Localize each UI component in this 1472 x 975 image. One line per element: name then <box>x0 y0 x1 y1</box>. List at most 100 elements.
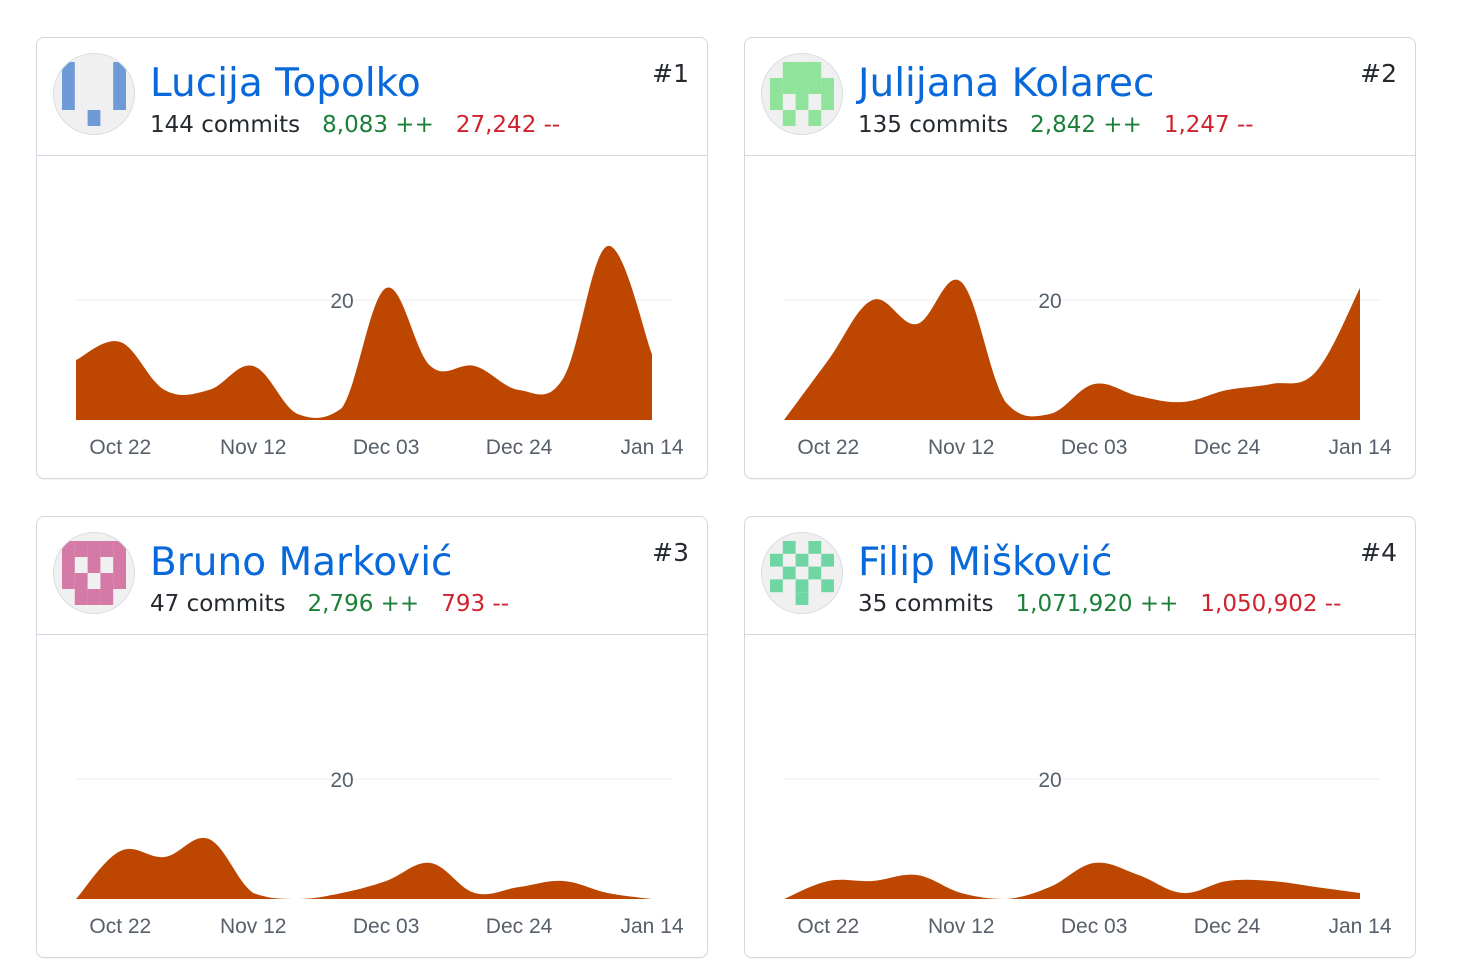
x-tick-label: Nov 12 <box>220 436 287 459</box>
identicon-cell <box>62 557 75 573</box>
x-tick-label: Oct 22 <box>89 436 151 459</box>
x-tick-label: Dec 24 <box>1194 436 1261 459</box>
rank-label: #2 <box>1360 59 1397 88</box>
identicon-cell <box>113 94 126 110</box>
identicon-cell <box>100 541 114 557</box>
identicon-cell <box>821 579 834 593</box>
x-tick-label: Jan 14 <box>1328 915 1391 938</box>
contributor-stats: 135 commits 2,842 ++ 1,247 -- <box>858 110 1276 140</box>
identicon-cell <box>821 94 834 110</box>
y-tick-label: 20 <box>1038 769 1061 792</box>
commits-area <box>784 279 1360 420</box>
identicon-cell <box>62 78 75 94</box>
commits-area <box>76 837 652 899</box>
commit-count[interactable]: 144 commits <box>150 112 301 138</box>
identicon-cell <box>62 573 75 589</box>
contributor-stats: 144 commits 8,083 ++ 27,242 -- <box>150 110 582 140</box>
y-tick-label: 20 <box>330 769 353 792</box>
identicon-cell <box>113 78 126 94</box>
commit-count[interactable]: 47 commits <box>150 591 286 617</box>
identicon-cell <box>782 541 796 554</box>
contributor-card: Filip Mišković 35 commits 1,071,920 ++ 1,0… <box>744 516 1416 958</box>
identicon-cell <box>113 557 126 573</box>
x-tick-label: Dec 03 <box>353 915 420 938</box>
identicon-avatar[interactable] <box>53 532 135 614</box>
x-tick-label: Jan 14 <box>1328 436 1391 459</box>
commit-activity-chart: 20 Oct 22 Nov 12 Dec 03 Dec 24 Jan 14 <box>76 245 684 459</box>
identicon-cell <box>87 541 101 557</box>
commits-area <box>784 862 1360 899</box>
identicon-cell <box>795 579 809 593</box>
x-tick-label: Dec 03 <box>1061 915 1128 938</box>
identicon-avatar[interactable] <box>53 53 135 135</box>
rank-label: #1 <box>652 59 689 88</box>
contributor-card: Julijana Kolarec 135 commits 2,842 ++ 1,24… <box>744 37 1416 479</box>
identicon-cell <box>782 78 796 94</box>
x-tick-label: Dec 24 <box>486 436 553 459</box>
commit-count[interactable]: 135 commits <box>858 112 1009 138</box>
x-tick-label: Oct 22 <box>797 915 859 938</box>
identicon-cell <box>770 94 783 110</box>
identicon-cell <box>795 592 809 605</box>
card-header: Bruno Marković 47 commits 2,796 ++ 793 -- … <box>37 517 707 635</box>
identicon-cell <box>795 553 809 567</box>
identicon-cell <box>74 589 88 605</box>
x-tick-label: Nov 12 <box>928 915 995 938</box>
rank-label: #3 <box>652 538 689 567</box>
card-header: Filip Mišković 35 commits 1,071,920 ++ 1,0… <box>745 517 1415 635</box>
commit-activity-chart: 20 Oct 22 Nov 12 Dec 03 Dec 24 Jan 14 <box>76 769 684 938</box>
identicon-cell <box>821 553 834 567</box>
contributor-stats: 47 commits 2,796 ++ 793 -- <box>150 589 531 619</box>
identicon-avatar[interactable] <box>761 53 843 135</box>
identicon-cell <box>808 78 822 94</box>
identicon-cell <box>113 541 126 557</box>
identicon-cell <box>821 78 834 94</box>
identicon-cell <box>795 94 809 110</box>
identicon-cell <box>795 78 809 94</box>
x-tick-label: Nov 12 <box>220 915 287 938</box>
deletions-count: 1,050,902 -- <box>1200 591 1342 617</box>
identicon-cell <box>113 573 126 589</box>
commit-activity-chart: 20 Oct 22 Nov 12 Dec 03 Dec 24 Jan 14 <box>784 279 1392 459</box>
identicon-cell <box>62 541 75 557</box>
identicon-avatar[interactable] <box>761 532 843 614</box>
identicon-cell <box>87 557 101 573</box>
deletions-count: 27,242 -- <box>455 112 561 138</box>
commits-area <box>76 245 652 420</box>
identicon-cell <box>808 566 822 580</box>
identicon-cell <box>87 110 101 126</box>
identicon-cell <box>74 573 88 589</box>
commit-count[interactable]: 35 commits <box>858 591 994 617</box>
y-tick-label: 20 <box>330 290 353 313</box>
identicon-cell <box>782 110 796 126</box>
additions-count: 1,071,920 ++ <box>1015 591 1179 617</box>
contributor-card: Bruno Marković 47 commits 2,796 ++ 793 -- … <box>36 516 708 958</box>
contributor-name-link[interactable]: Bruno Marković <box>150 540 453 585</box>
x-tick-label: Jan 14 <box>620 436 683 459</box>
identicon-cell <box>100 589 114 605</box>
commit-activity-chart: 20 Oct 22 Nov 12 Dec 03 Dec 24 Jan 14 <box>784 769 1392 938</box>
contributor-stats: 35 commits 1,071,920 ++ 1,050,902 -- <box>858 589 1363 619</box>
identicon-cell <box>87 589 101 605</box>
identicon-cell <box>113 62 126 78</box>
x-tick-label: Oct 22 <box>797 436 859 459</box>
identicon-cell <box>808 110 822 126</box>
identicon-cell <box>770 553 783 567</box>
card-header: Julijana Kolarec 135 commits 2,842 ++ 1,24… <box>745 38 1415 156</box>
identicon-cell <box>100 573 114 589</box>
identicon-cell <box>782 566 796 580</box>
contributor-card: Lucija Topolko 144 commits 8,083 ++ 27,242… <box>36 37 708 479</box>
identicon-cell <box>74 541 88 557</box>
rank-label: #4 <box>1360 538 1397 567</box>
contributor-name-link[interactable]: Julijana Kolarec <box>858 61 1155 106</box>
contributor-name-link[interactable]: Lucija Topolko <box>150 61 421 106</box>
identicon-cell <box>795 62 809 78</box>
x-tick-label: Jan 14 <box>620 915 683 938</box>
x-tick-label: Nov 12 <box>928 436 995 459</box>
x-tick-label: Dec 24 <box>1194 915 1261 938</box>
x-tick-label: Oct 22 <box>89 915 151 938</box>
x-tick-label: Dec 24 <box>486 915 553 938</box>
identicon-cell <box>62 94 75 110</box>
additions-count: 2,842 ++ <box>1030 112 1142 138</box>
contributor-name-link[interactable]: Filip Mišković <box>858 540 1113 585</box>
